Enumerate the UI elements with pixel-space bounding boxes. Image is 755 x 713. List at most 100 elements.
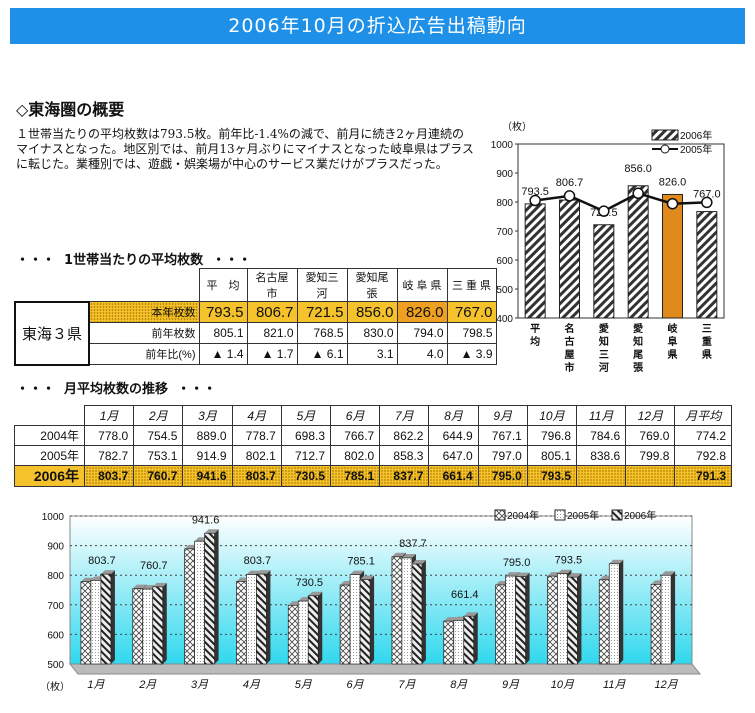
bar-top bbox=[308, 591, 323, 596]
row-label: 前年枚数 bbox=[88, 322, 200, 344]
category-label-char: 尾 bbox=[633, 349, 643, 361]
category-label-char: 三 bbox=[599, 349, 609, 361]
category-label-char: 知 bbox=[598, 335, 609, 348]
bar-2004年 bbox=[236, 581, 247, 665]
legend-swatch bbox=[494, 509, 506, 521]
table-cell: 806.7 bbox=[246, 301, 298, 323]
category-label-char: 市 bbox=[565, 361, 575, 374]
legend-swatch bbox=[611, 509, 623, 521]
category-label-char: 愛 bbox=[633, 322, 643, 335]
bar-2005年 bbox=[401, 557, 413, 665]
bar-2004年 bbox=[339, 584, 351, 665]
monthly-trend-chart: 500 600 700 800 900 1000 （枚） 803.7 1月 760.7 2月 941.… bbox=[40, 509, 702, 693]
data-label: 826.0 bbox=[659, 176, 687, 188]
table-cell: 3.1 bbox=[346, 343, 398, 365]
category-label-char: 均 bbox=[530, 335, 540, 348]
data-label: 661.4 bbox=[451, 589, 479, 601]
table-cell: 803.7 bbox=[83, 465, 135, 487]
table-cell: 889.0 bbox=[182, 425, 233, 446]
bar-2004年 bbox=[184, 548, 195, 665]
bar-2005年 bbox=[297, 600, 309, 665]
table-cell: 647.0 bbox=[428, 445, 479, 466]
bar-top bbox=[132, 584, 147, 589]
data-label: 803.7 bbox=[88, 555, 116, 567]
month-label: 12月 bbox=[654, 679, 678, 691]
bar-top bbox=[515, 572, 530, 577]
table-cell: 784.6 bbox=[576, 425, 627, 446]
bar-2005年 bbox=[608, 563, 620, 665]
table-cell: 805.1 bbox=[526, 445, 578, 466]
table-cell: ▲ 3.9 bbox=[446, 343, 497, 365]
month-label: 10月 bbox=[551, 679, 575, 691]
table-cell: 802.1 bbox=[231, 445, 282, 466]
month-header: 4月 bbox=[231, 405, 282, 426]
bar-top bbox=[391, 552, 406, 557]
y-tick-label: 500 bbox=[496, 285, 513, 296]
table-cell: 721.5 bbox=[296, 301, 348, 323]
y-tick-label: 500 bbox=[47, 660, 64, 671]
bar-top bbox=[360, 575, 375, 580]
y-tick-label: 800 bbox=[496, 198, 513, 209]
summary-paragraph: １世帯当たりの平均枚数は793.5枚。前年比-1.4%の減で、前月に続き2ヶ月連… bbox=[16, 127, 474, 171]
bar-side bbox=[214, 529, 219, 664]
category-label-char: 張 bbox=[633, 362, 644, 374]
legend-label: 2005年 bbox=[680, 143, 712, 156]
y-tick-label: 800 bbox=[47, 571, 64, 582]
data-label: 856.0 bbox=[624, 163, 652, 175]
bar-side bbox=[671, 571, 676, 664]
table-cell: ▲ 1.7 bbox=[246, 343, 298, 365]
table-cell: 795.0 bbox=[477, 465, 528, 487]
table-cell: 661.4 bbox=[428, 465, 479, 487]
bar-top bbox=[411, 560, 426, 565]
table-cell: 792.8 bbox=[674, 445, 732, 466]
legend-marker-2005 bbox=[660, 144, 670, 154]
page-title: 2006年10月の折込広告出稿動向 bbox=[228, 15, 527, 37]
category-label-char: 県 bbox=[702, 348, 712, 361]
bar-2006年 bbox=[256, 573, 267, 665]
table-cell bbox=[576, 465, 627, 487]
bar-top bbox=[401, 553, 416, 558]
bar-2004年 bbox=[80, 581, 92, 665]
bar-side bbox=[619, 559, 624, 664]
region-label: 東海３県 bbox=[14, 300, 90, 366]
table-cell: 803.7 bbox=[231, 465, 282, 487]
bar-2004年 bbox=[650, 584, 662, 665]
unit-label: （枚） bbox=[502, 120, 532, 133]
col-header: 岐 阜 県 bbox=[396, 268, 448, 302]
month-label: 6月 bbox=[347, 679, 365, 691]
table-cell: 858.3 bbox=[379, 445, 430, 466]
point-2005 bbox=[632, 187, 644, 200]
unit-label: （枚） bbox=[40, 680, 70, 693]
table-row: 2006年 803.7 760.7 941.6 803.7 730.5 785.1 837.7… bbox=[14, 465, 732, 487]
data-label: 795.0 bbox=[503, 557, 531, 569]
bar-2006 bbox=[524, 203, 546, 319]
bar-2006年 bbox=[359, 579, 371, 665]
y-tick-label: 900 bbox=[496, 169, 513, 180]
year-label: 2005年 bbox=[14, 445, 85, 466]
month-header: 3月 bbox=[182, 405, 233, 426]
bar-2005年 bbox=[246, 574, 257, 665]
bar-top bbox=[350, 570, 365, 575]
table-cell: 4.0 bbox=[396, 343, 448, 365]
monthly-sheets-table: 1月 2月 3月 4月 5月 6月 7月 8月 9月 10月 11月 12月 月平均 2004年 778.… bbox=[14, 405, 732, 487]
table-cell: 862.2 bbox=[379, 425, 430, 446]
table-cell: 778.7 bbox=[231, 425, 282, 446]
bar-top bbox=[609, 559, 624, 564]
table-cell: 830.0 bbox=[346, 322, 398, 344]
bar-2005年 bbox=[557, 573, 568, 665]
month-label: 7月 bbox=[398, 679, 416, 691]
point-2005 bbox=[666, 197, 679, 210]
table-cell: 826.0 bbox=[396, 301, 448, 323]
category-label-char: 重 bbox=[702, 335, 712, 348]
category-label-char: 三 bbox=[702, 323, 712, 335]
month-header: 11月 bbox=[576, 405, 627, 426]
bar-side bbox=[318, 591, 323, 664]
point-2005 bbox=[529, 194, 541, 207]
table-cell: 793.5 bbox=[526, 465, 578, 487]
category-label-char: 知 bbox=[632, 335, 643, 348]
month-label: 11月 bbox=[603, 679, 626, 691]
month-label: 1月 bbox=[87, 679, 105, 691]
table-cell bbox=[625, 465, 676, 487]
legend-label: 2006年 bbox=[680, 129, 712, 142]
month-header: 9月 bbox=[477, 405, 528, 426]
